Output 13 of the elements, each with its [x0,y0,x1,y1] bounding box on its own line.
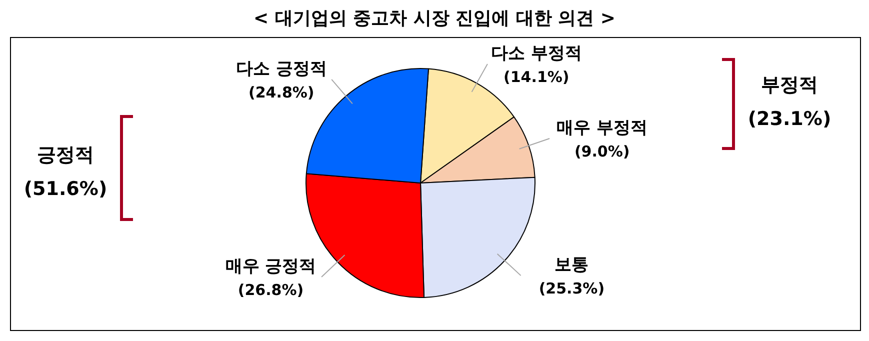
slice-label: 매우 긍정적 [225,256,316,276]
data-label: (24.8%) [248,83,314,102]
data-label: (26.8%) [238,280,304,299]
slice-label: 매우 부정적 [556,118,648,138]
data-label: (14.1%) [504,68,570,86]
text: 긍정적 (51.6%) [22,143,108,202]
slice-label: 다소 긍정적 [236,58,327,79]
slice-label: 다소 부정적 [490,43,582,64]
slice-label: 보통 [554,254,589,275]
text: 부정적 (23.1%) [746,73,832,132]
data-label: (25.3%) [538,279,605,298]
chart-title: < 대기업의 중고차 시장 진입에 대한 의견 > [252,7,617,30]
data-label: (9.0%) [574,142,630,160]
